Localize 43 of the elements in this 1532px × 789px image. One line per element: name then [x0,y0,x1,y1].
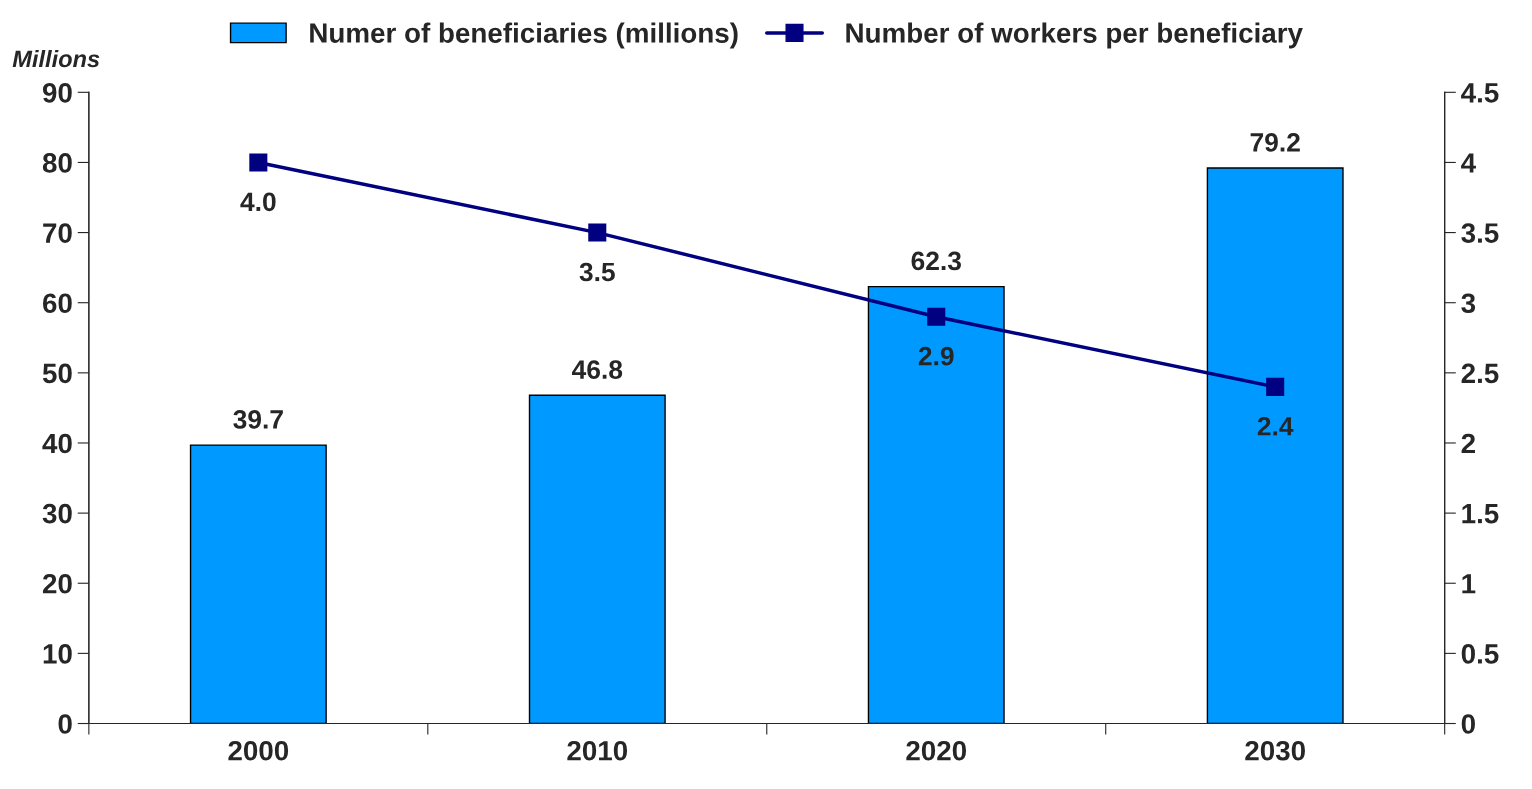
y2-tick-label: 4 [1461,153,1476,173]
data-label: 46.8 [572,360,623,379]
legend-label: Number of workers per beneficiary [846,22,1303,49]
y-tick-label: 50 [42,363,72,384]
y-tick-label: 40 [42,433,72,454]
y2-tick-label: 3.5 [1461,223,1499,243]
data-label: 62.3 [911,251,961,271]
point [927,307,946,326]
data-label: 39.7 [233,410,283,429]
y2-tick-label: 2.5 [1461,363,1499,384]
data-label: 3.5 [579,262,615,282]
y-tick-label: 20 [42,573,72,594]
x-tick-label: 2030 [1245,740,1305,761]
y2-tick-label: 1 [1462,574,1476,594]
bar [528,394,666,724]
data-label: 2.9 [918,346,954,366]
y2-tick-label: 1.5 [1462,504,1499,524]
y2-tick-label: 2 [1461,433,1475,454]
y-axis-title: Millions [12,49,100,68]
data-label: 2.4 [1257,416,1294,436]
legend-label: Numer of beneficiaries (millions) [310,22,738,49]
y2-tick-label: 0 [1461,714,1475,734]
y-tick-label: 0 [58,714,72,734]
y2-tick-label: 0.5 [1461,644,1499,664]
bar [1206,167,1344,724]
data-label: 79.2 [1250,133,1300,152]
y2-tick-label: 3 [1461,293,1476,314]
bar [189,444,327,724]
bar [867,285,1005,724]
y-tick-label: 70 [43,223,72,243]
y2-tick-label: 4.5 [1461,83,1499,103]
point [1266,377,1285,396]
point [249,153,268,172]
x-tick-label: 2000 [228,740,289,761]
y-tick-label: 80 [42,153,72,173]
x-tick-label: 2010 [567,740,628,761]
y-tick-label: 30 [42,503,72,524]
x-tick-label: 2020 [906,740,967,761]
y-tick-label: 10 [43,644,72,664]
y-tick-label: 90 [42,82,72,103]
y-tick-label: 60 [43,293,72,314]
point [588,223,607,242]
data-label: 4.0 [240,192,276,212]
